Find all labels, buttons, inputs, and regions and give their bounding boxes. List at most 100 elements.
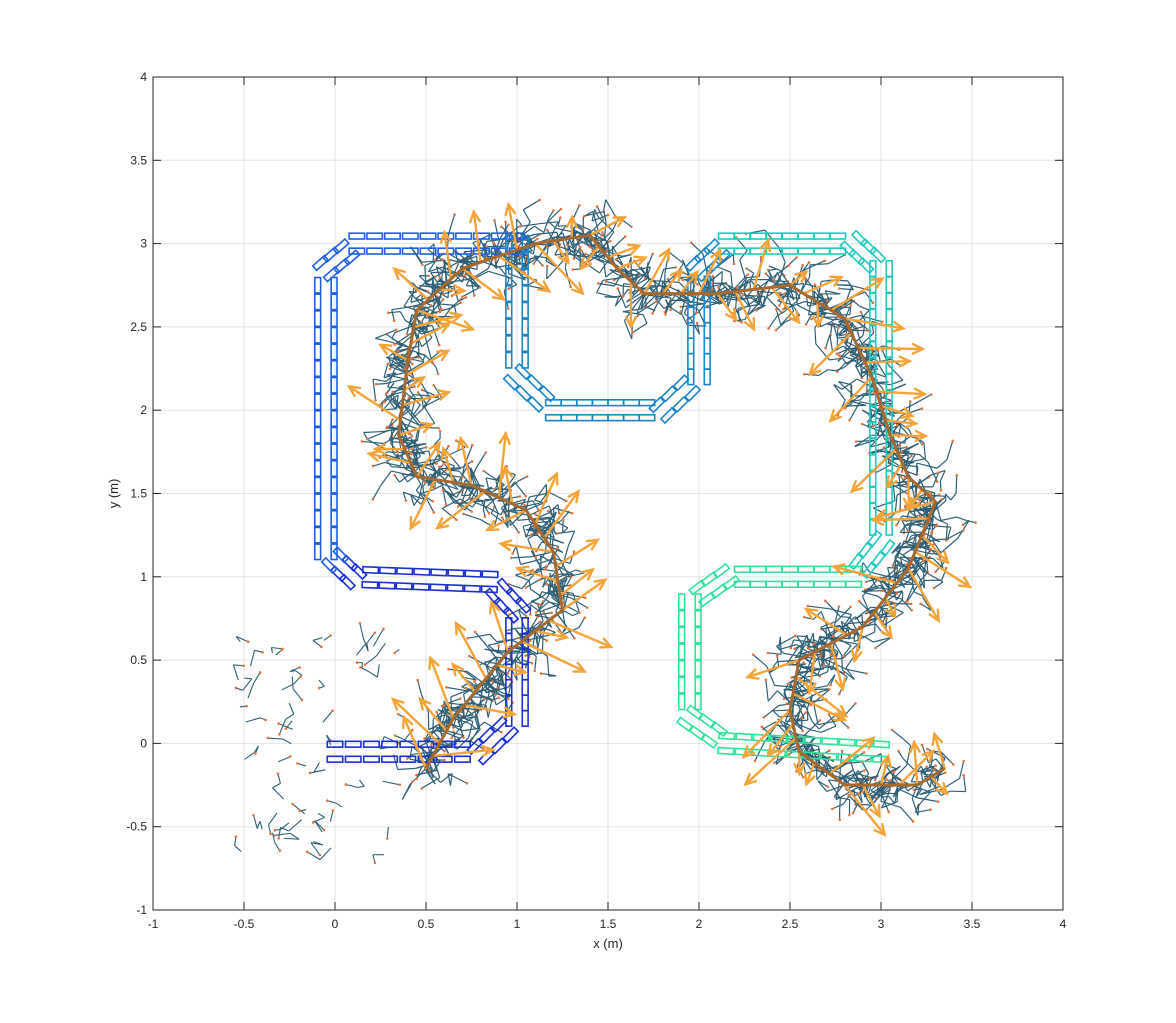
- tree-edge: [826, 784, 845, 793]
- tree-edge: [908, 518, 913, 530]
- tree-leaf-node: [584, 252, 588, 256]
- tree-edge: [551, 618, 563, 634]
- tree-edge: [366, 438, 386, 450]
- tree-edge: [746, 268, 754, 274]
- tree-edge: [399, 311, 406, 321]
- tree-leaf-node: [868, 777, 871, 781]
- tree-leaf-node: [391, 390, 394, 394]
- tree-edge: [919, 454, 929, 463]
- y-tick-label: 1.5: [130, 487, 147, 501]
- tree-edge: [629, 287, 647, 294]
- velocity-arrow-head: [794, 270, 809, 283]
- track-block: [343, 249, 361, 266]
- tree-leaf-node: [578, 245, 582, 249]
- tree-edge: [547, 220, 556, 229]
- tree-edge: [537, 604, 544, 622]
- tree-leaf-node: [803, 372, 806, 376]
- tree-leaf-node: [470, 460, 474, 463]
- tree-edge: [437, 713, 448, 718]
- tree-edge: [410, 494, 422, 505]
- tree-edge: [498, 266, 510, 280]
- tree-leaf-node: [559, 216, 562, 219]
- tree-edge: [521, 221, 531, 235]
- tree-edge: [403, 491, 426, 501]
- tree-edge: [893, 564, 914, 569]
- velocity-arrow-head: [669, 267, 683, 283]
- tree-leaf-node: [524, 614, 528, 618]
- tree-edge: [918, 791, 931, 806]
- tree-leaf-node: [423, 480, 427, 484]
- tree-edge: [591, 209, 596, 222]
- tree-edge: [815, 758, 825, 768]
- velocity-arrow-head: [725, 307, 738, 322]
- tree-edge: [405, 361, 425, 374]
- tree-leaf-node: [291, 802, 294, 806]
- velocity-arrow: [516, 567, 560, 583]
- tree-leaf-node: [790, 676, 794, 679]
- tree-edge: [277, 758, 285, 763]
- tree-edge: [412, 404, 428, 419]
- tree-leaf-node: [461, 295, 464, 298]
- tree-edge: [528, 616, 539, 633]
- track-block: [521, 617, 529, 635]
- tree-edge: [669, 306, 682, 315]
- track-block: [480, 585, 499, 594]
- velocity-arrow: [497, 432, 507, 499]
- velocity-arrow-head: [803, 607, 819, 620]
- tree-leaf-node: [905, 563, 908, 567]
- tree-edge: [835, 781, 841, 800]
- velocity-arrow-head: [936, 550, 950, 565]
- track-block: [694, 593, 702, 611]
- track-block: [419, 247, 437, 255]
- tree-edge: [862, 423, 883, 433]
- tree-edge: [912, 393, 932, 406]
- track-block: [857, 541, 874, 560]
- tree-edge: [235, 635, 249, 643]
- tree-edge: [925, 548, 932, 557]
- tree-leaf-node: [534, 556, 537, 559]
- tree-leaf-node: [559, 207, 563, 211]
- tree-edge: [841, 776, 865, 780]
- tree-leaf-node: [554, 581, 557, 585]
- tree-edge: [388, 419, 394, 427]
- velocity-arrow-head: [491, 288, 507, 302]
- track-block: [330, 409, 338, 428]
- velocity-arrow-head: [935, 781, 949, 796]
- tree-leaf-node: [444, 503, 448, 506]
- tree-leaf-node: [497, 644, 501, 647]
- tree-edge: [402, 491, 407, 501]
- tree-leaf-node: [394, 328, 398, 332]
- tree-leaf-node: [446, 712, 449, 716]
- tree-edge: [430, 468, 442, 475]
- tree-edge: [506, 651, 530, 655]
- track-block: [330, 493, 338, 511]
- velocity-arrow-head: [439, 229, 452, 244]
- tree-leaf-node: [900, 450, 903, 454]
- tree-leaf-node: [582, 227, 585, 231]
- tree-edge: [918, 493, 928, 506]
- tree-edge: [234, 845, 242, 853]
- tree-leaf-node: [951, 439, 955, 443]
- tree-edge: [247, 682, 255, 699]
- tree-edge: [583, 261, 600, 274]
- tree-leaf-node: [801, 775, 805, 779]
- tree-leaf-node: [535, 611, 538, 614]
- tree-leaf-node: [827, 645, 831, 649]
- tree-edge: [666, 274, 676, 283]
- tree-leaf-node: [908, 400, 912, 403]
- tree-edge: [796, 684, 805, 690]
- track-block: [313, 376, 322, 394]
- tree-edge: [503, 505, 508, 525]
- track-block: [435, 755, 453, 763]
- track-block: [313, 293, 322, 311]
- tree-edge: [821, 624, 840, 630]
- tree-edge: [509, 607, 523, 616]
- tree-edge: [561, 577, 568, 585]
- tree-leaf-node: [889, 779, 892, 782]
- track-block: [381, 755, 399, 763]
- track-block: [838, 738, 856, 747]
- velocity-arrow: [451, 663, 477, 693]
- tree-edge: [906, 543, 917, 547]
- tree-edge: [890, 459, 906, 471]
- tree-leaf-node: [580, 249, 583, 252]
